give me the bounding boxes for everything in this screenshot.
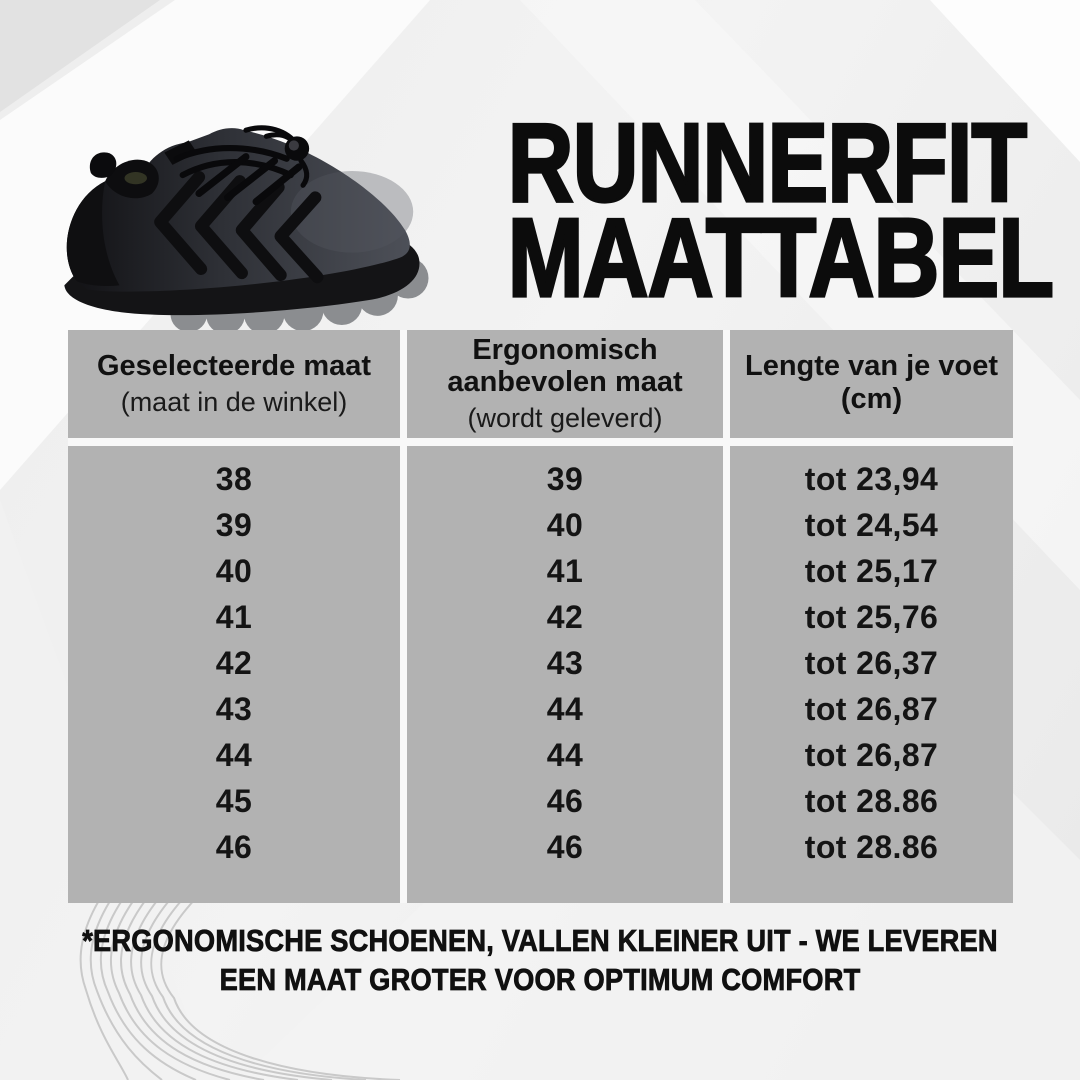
- table-cell: 46: [215, 828, 253, 865]
- column-header-selected-size: Geselecteerde maat (maat in de winkel): [68, 330, 400, 438]
- page-title: RUNNERFIT MAATTABEL: [506, 101, 1055, 321]
- table-cell: 43: [546, 644, 584, 681]
- table-cell: 38: [215, 460, 253, 497]
- page-title-line2: MAATTABEL: [506, 196, 1055, 321]
- column-header-recommended-size: Ergonomisch aanbevolen maat (wordt gelev…: [407, 330, 723, 438]
- table-cell: tot 28.86: [804, 828, 939, 865]
- column-header-label: Geselecteerde maat: [96, 350, 372, 383]
- footnote-line2: EEN MAAT GROTER VOOR OPTIMUM COMFORT: [219, 961, 861, 997]
- column-header-sublabel: (wordt geleverd): [467, 402, 663, 433]
- column-header-label: Ergonomisch aanbevolen maat: [447, 333, 683, 399]
- size-table: Geselecteerde maat (maat in de winkel) E…: [68, 330, 1013, 903]
- table-column-selected-size: 38 39 40 41 42 43 44 45 46: [68, 446, 400, 903]
- table-cell: tot 26,87: [804, 690, 939, 727]
- table-cell: tot 25,76: [804, 598, 939, 635]
- table-cell: tot 25,17: [804, 552, 939, 589]
- table-cell: tot 26,87: [804, 736, 939, 773]
- table-cell: 44: [215, 736, 253, 773]
- table-column-foot-length: tot 23,94 tot 24,54 tot 25,17 tot 25,76 …: [730, 446, 1013, 903]
- page-title-line1: RUNNERFIT: [506, 101, 1028, 225]
- table-cell: 39: [215, 506, 253, 543]
- column-header-label: Lengte van je voet (cm): [744, 350, 998, 415]
- table-cell: 44: [546, 736, 584, 773]
- table-cell: 41: [215, 598, 253, 635]
- table-cell: 44: [546, 690, 584, 727]
- table-cell: 42: [215, 644, 253, 681]
- table-cell: 40: [546, 506, 584, 543]
- table-cell: tot 26,37: [804, 644, 939, 681]
- table-cell: tot 24,54: [804, 506, 939, 543]
- shoe-illustration: [64, 125, 429, 335]
- table-cell: 39: [546, 460, 584, 497]
- table-cell: 41: [546, 552, 584, 589]
- product-photo: [46, 98, 454, 346]
- size-table-body: 38 39 40 41 42 43 44 45 46 39 40 41 42 4…: [68, 446, 1013, 903]
- column-header-foot-length: Lengte van je voet (cm): [730, 330, 1013, 438]
- table-cell: tot 23,94: [804, 460, 939, 497]
- table-cell: 42: [546, 598, 584, 635]
- table-cell: 40: [215, 552, 253, 589]
- table-cell: 46: [546, 828, 584, 865]
- table-cell: 46: [546, 782, 584, 819]
- table-cell: tot 28.86: [804, 782, 939, 819]
- table-column-recommended-size: 39 40 41 42 43 44 44 46 46: [407, 446, 723, 903]
- table-cell: 45: [215, 782, 253, 819]
- footnote: *ERGONOMISCHE SCHOENEN, VALLEN KLEINER U…: [65, 922, 1015, 1000]
- column-header-sublabel: (maat in de winkel): [120, 386, 348, 417]
- size-table-header: Geselecteerde maat (maat in de winkel) E…: [68, 330, 1013, 438]
- footnote-line1: *ERGONOMISCHE SCHOENEN, VALLEN KLEINER U…: [82, 923, 998, 959]
- table-cell: 43: [215, 690, 253, 727]
